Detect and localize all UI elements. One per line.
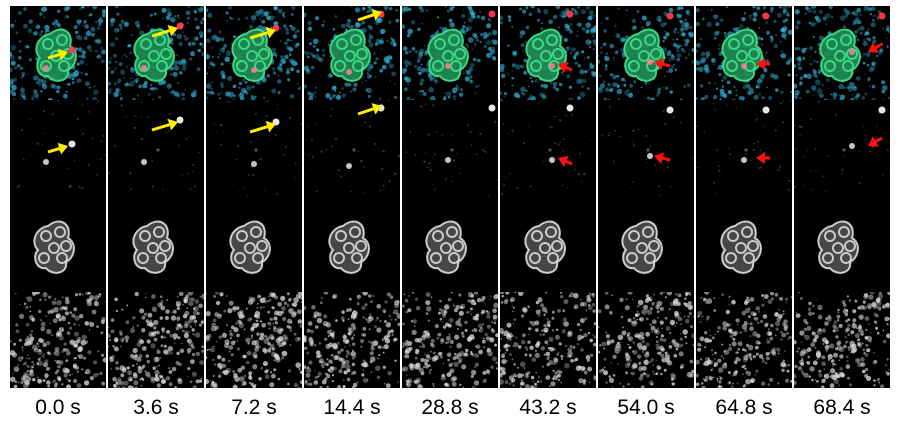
yellow-arrow-icon xyxy=(357,9,382,22)
image-tile-red-grayscale-7 xyxy=(598,100,694,196)
image-tile-red-grayscale-8 xyxy=(696,100,792,196)
image-tile-merge-4 xyxy=(304,6,400,102)
time-label: 43.2 s xyxy=(519,396,577,419)
image-tile-merge-9 xyxy=(794,6,890,102)
image-tile-merge-8 xyxy=(696,6,792,102)
time-label: 7.2 s xyxy=(231,396,277,419)
image-tile-red-grayscale-6 xyxy=(500,100,596,196)
image-tile-green-grayscale-2 xyxy=(108,196,204,292)
image-tile-merge-3 xyxy=(206,6,302,102)
image-tile-green-grayscale-7 xyxy=(598,196,694,292)
red-arrow-icon xyxy=(558,156,573,168)
time-label: 68.4 s xyxy=(813,396,871,419)
image-tile-red-grayscale-2 xyxy=(108,100,204,196)
red-arrow-icon xyxy=(558,62,573,74)
image-tile-green-grayscale-8 xyxy=(696,196,792,292)
image-tile-cyan-grayscale-5 xyxy=(402,292,498,388)
yellow-arrow-icon xyxy=(249,120,276,134)
yellow-arrow-icon xyxy=(151,24,178,38)
time-label: 14.4 s xyxy=(323,396,381,419)
image-tile-merge-2 xyxy=(108,6,204,102)
red-arrow-icon xyxy=(868,42,883,53)
time-label: 3.6 s xyxy=(133,396,179,419)
yellow-arrow-icon xyxy=(47,142,68,155)
image-tile-merge-7 xyxy=(598,6,694,102)
image-tile-merge-6 xyxy=(500,6,596,102)
red-arrow-icon xyxy=(654,152,671,165)
image-tile-red-grayscale-5 xyxy=(402,100,498,196)
image-tile-red-grayscale-1 xyxy=(10,100,106,196)
image-tile-cyan-grayscale-9 xyxy=(794,292,890,388)
image-tile-red-grayscale-9 xyxy=(794,100,890,196)
image-tile-cyan-grayscale-2 xyxy=(108,292,204,388)
image-tile-cyan-grayscale-7 xyxy=(598,292,694,388)
red-arrow-icon xyxy=(756,58,770,70)
image-tile-green-grayscale-5 xyxy=(402,196,498,292)
image-tile-red-grayscale-3 xyxy=(206,100,302,196)
image-tile-cyan-grayscale-8 xyxy=(696,292,792,388)
image-tile-green-grayscale-4 xyxy=(304,196,400,292)
yellow-arrow-icon xyxy=(47,48,68,61)
red-arrow-icon xyxy=(868,136,883,147)
image-tile-cyan-grayscale-4 xyxy=(304,292,400,388)
image-tile-cyan-grayscale-1 xyxy=(10,292,106,388)
red-arrow-icon xyxy=(654,58,671,71)
image-tile-green-grayscale-6 xyxy=(500,196,596,292)
time-label: 54.0 s xyxy=(617,396,675,419)
time-label: 0.0 s xyxy=(35,396,81,419)
image-tile-green-grayscale-9 xyxy=(794,196,890,292)
red-arrow-icon xyxy=(756,152,770,164)
image-tile-merge-1 xyxy=(10,6,106,102)
image-tile-cyan-grayscale-3 xyxy=(206,292,302,388)
image-tile-cyan-grayscale-6 xyxy=(500,292,596,388)
image-tile-merge-5 xyxy=(402,6,498,102)
time-label: 28.8 s xyxy=(421,396,479,419)
image-tile-red-grayscale-4 xyxy=(304,100,400,196)
yellow-arrow-icon xyxy=(357,103,382,116)
time-label: 64.8 s xyxy=(715,396,773,419)
yellow-arrow-icon xyxy=(249,26,276,40)
image-tile-green-grayscale-3 xyxy=(206,196,302,292)
image-tile-green-grayscale-1 xyxy=(10,196,106,292)
yellow-arrow-icon xyxy=(151,118,178,132)
